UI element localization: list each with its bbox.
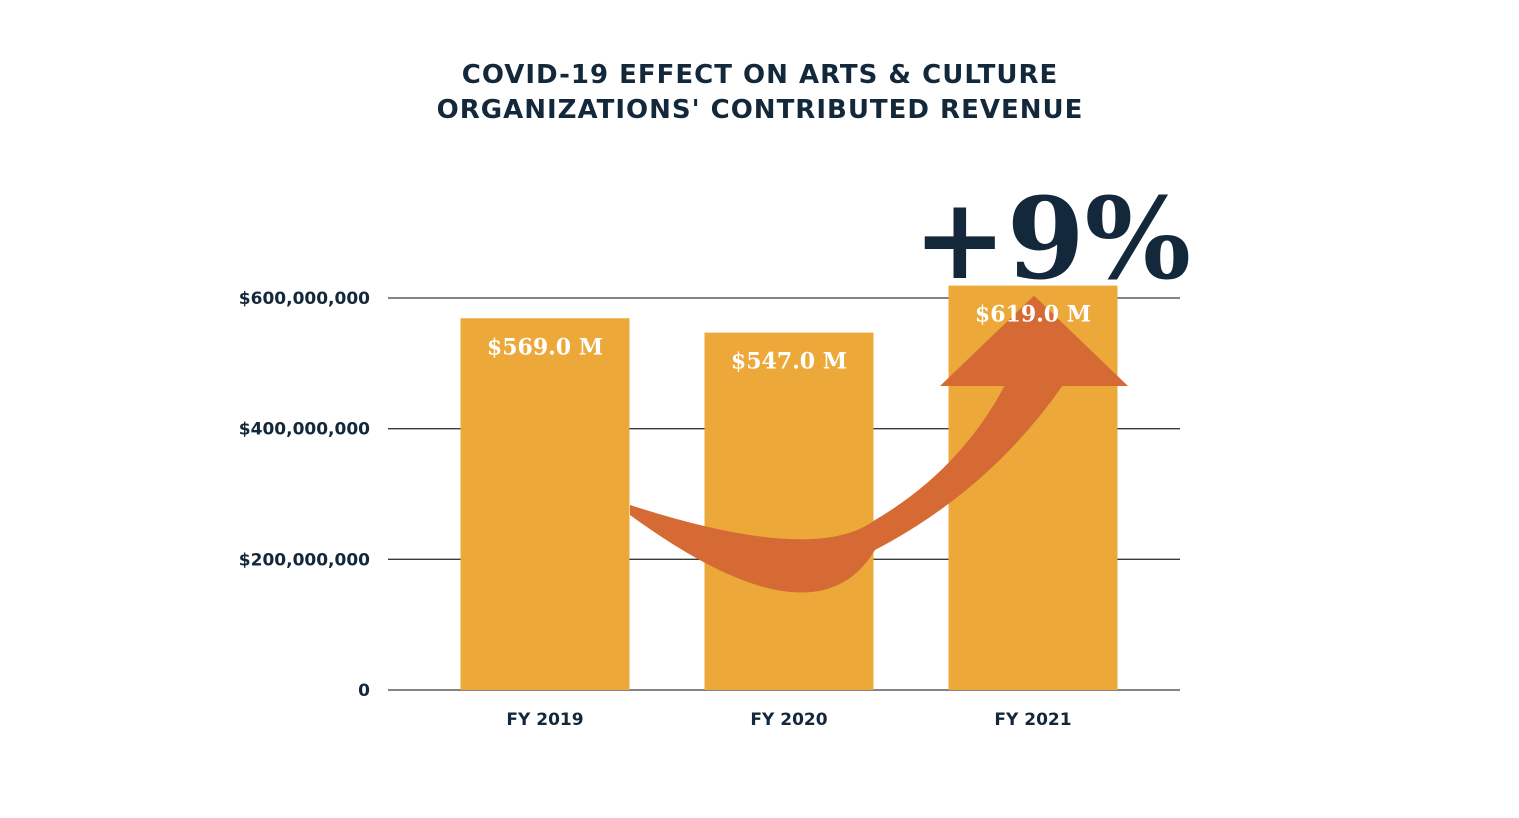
bar-value-label: $569.0 M	[487, 334, 603, 360]
data-labels: $569.0 M $547.0 M $619.0 M	[487, 302, 1091, 375]
chart-title-line-2: ORGANIZATIONS' CONTRIBUTED REVENUE	[437, 95, 1084, 125]
y-tick-label: $200,000,000	[239, 550, 370, 570]
x-axis: FY 2019 FY 2020 FY 2021	[506, 710, 1071, 730]
y-tick-label: $400,000,000	[239, 420, 370, 440]
growth-arrow-head	[940, 295, 1128, 386]
growth-arrow	[630, 295, 1128, 593]
x-tick-label: FY 2019	[506, 710, 583, 730]
y-tick-label: 0	[358, 681, 370, 701]
y-tick-label: $600,000,000	[239, 289, 370, 309]
growth-arrow-body	[630, 385, 1063, 593]
bar	[704, 332, 874, 690]
y-axis: 0 $200,000,000 $400,000,000 $600,000,000	[239, 289, 370, 701]
chart-title-line-1: COVID-19 EFFECT ON ARTS & CULTURE	[462, 60, 1059, 90]
bar-value-label: $547.0 M	[731, 349, 847, 375]
growth-annotation: +9%	[913, 174, 1191, 305]
x-tick-label: FY 2021	[994, 710, 1071, 730]
bar	[460, 318, 630, 690]
bar-value-label: $619.0 M	[975, 302, 1091, 328]
x-tick-label: FY 2020	[750, 710, 827, 730]
